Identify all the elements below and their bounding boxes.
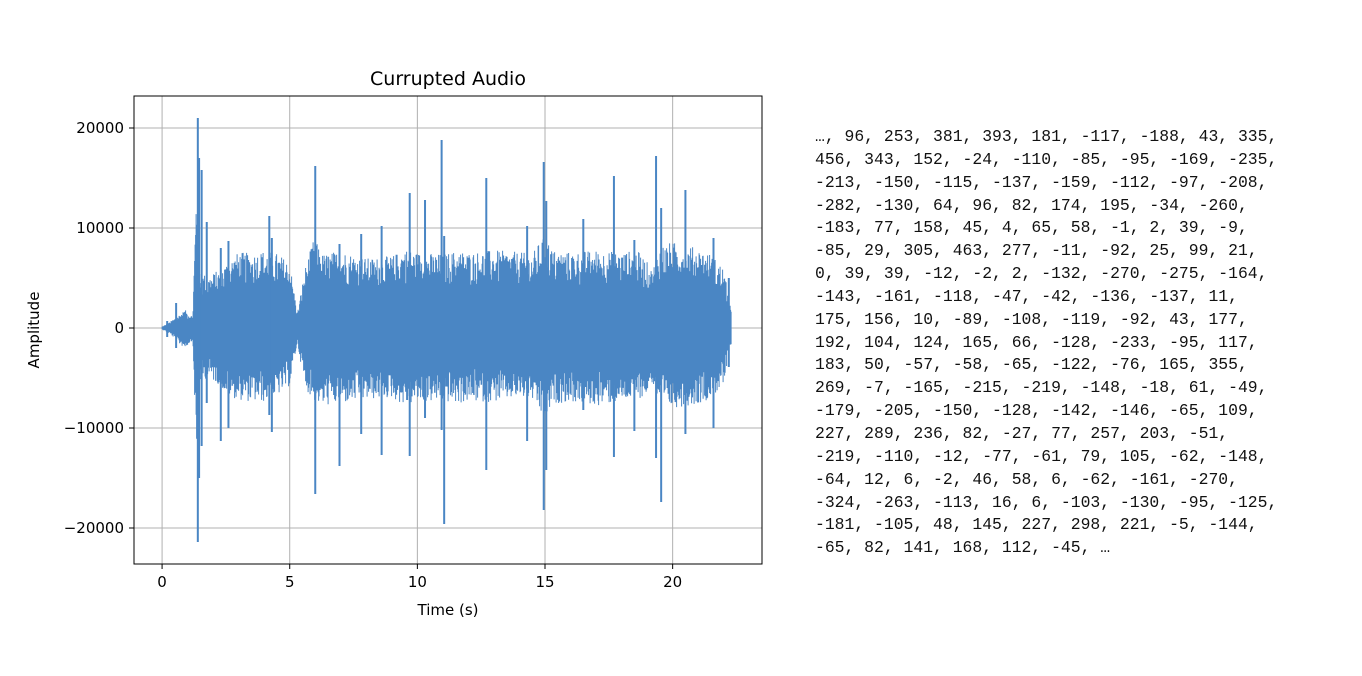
sample-line: 175, 156, 10, -89, -108, -119, -92, 43, … (815, 309, 1248, 329)
x-tick-label: 5 (285, 573, 295, 591)
sample-line: -64, 12, 6, -2, 46, 58, 6, -62, -161, -2… (815, 469, 1238, 489)
y-axis-ticks: −20000 −10000 0 10000 20000 (64, 119, 134, 537)
x-tick-label: 10 (408, 573, 427, 591)
sample-line: 0, 39, 39, -12, -2, 2, -132, -270, -275,… (815, 264, 1268, 284)
sample-line: -282, -130, 64, 96, 82, 174, 195, -34, -… (815, 195, 1248, 215)
sample-line: -65, 82, 141, 168, 112, -45, … (815, 538, 1111, 558)
sample-line: -219, -110, -12, -77, -61, 79, 105, -62,… (815, 446, 1268, 466)
y-axis-label: Amplitude (25, 292, 43, 369)
sample-line: -183, 77, 158, 45, 4, 65, 58, -1, 2, 39,… (815, 218, 1248, 238)
sample-line: -143, -161, -118, -47, -42, -136, -137, … (815, 286, 1238, 306)
sample-line: -85, 29, 305, 463, 277, -11, -92, 25, 99… (815, 241, 1258, 261)
sample-line: -324, -263, -113, 16, 6, -103, -130, -95… (815, 492, 1278, 512)
waveform-series (161, 118, 732, 542)
sample-line: -179, -205, -150, -128, -142, -146, -65,… (815, 401, 1258, 421)
sample-line: …, 96, 253, 381, 393, 181, -117, -188, 4… (815, 127, 1278, 146)
y-tick-label: 20000 (76, 119, 124, 137)
x-axis-label: Time (s) (417, 601, 479, 619)
y-tick-label: −20000 (64, 519, 124, 537)
sample-line: 456, 343, 152, -24, -110, -85, -95, -169… (815, 149, 1278, 169)
sample-line: -181, -105, 48, 145, 227, 298, 221, -5, … (815, 515, 1258, 535)
x-tick-label: 0 (157, 573, 167, 591)
plot-frame (133, 95, 763, 565)
sample-line: 183, 50, -57, -58, -65, -122, -76, 165, … (815, 355, 1248, 375)
x-axis-ticks: 0 5 10 15 20 (157, 564, 682, 591)
x-tick-label: 15 (535, 573, 554, 591)
x-tick-label: 20 (663, 573, 682, 591)
sample-line: 192, 104, 124, 165, 66, -128, -233, -95,… (815, 332, 1258, 352)
sample-line: 227, 289, 236, 82, -27, 77, 257, 203, -5… (815, 423, 1229, 443)
y-tick-label: −10000 (64, 419, 124, 437)
chart-title: Currupted Audio (370, 68, 526, 90)
y-tick-label: 10000 (76, 219, 124, 237)
sample-values-panel: …, 96, 253, 381, 393, 181, -117, -188, 4… (815, 126, 1355, 560)
sample-line: 269, -7, -165, -215, -219, -148, -18, 61… (815, 378, 1268, 398)
sample-line: -213, -150, -115, -137, -159, -112, -97,… (815, 172, 1268, 192)
y-tick-label: 0 (114, 319, 124, 337)
waveform-chart: 0 5 10 15 20 −20000 −10000 0 10000 20000 Currupt… (25, 68, 763, 619)
